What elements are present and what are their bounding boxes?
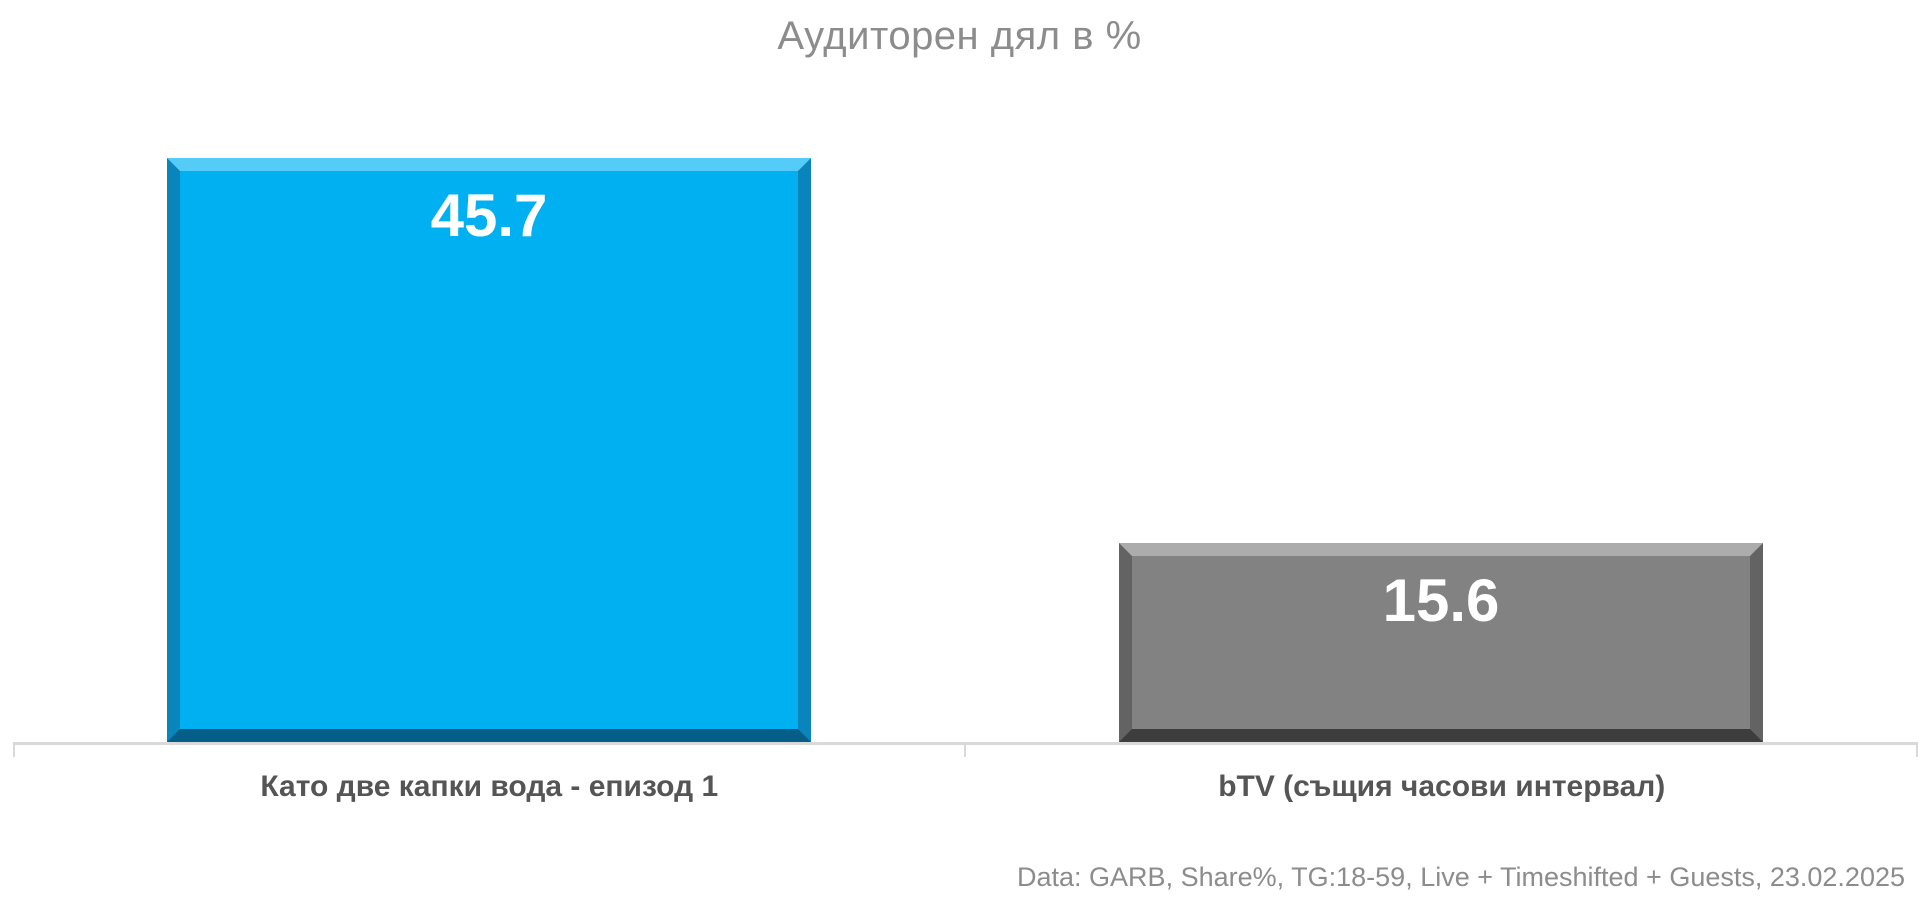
bar-value-label-2: 15.6 <box>1382 567 1500 634</box>
bar-series-2: 15.6 <box>1119 543 1763 742</box>
bar-value-label-1: 45.7 <box>430 182 548 249</box>
x-axis-tick-right <box>1916 745 1918 757</box>
chart-title: Аудиторен дял в % <box>777 14 1142 58</box>
plot-area: 45.7 15.6 <box>13 158 1918 757</box>
bar-series-1: 45.7 <box>167 158 811 742</box>
x-axis-line <box>13 742 1918 745</box>
data-source-footnote: Data: GARB, Share%, TG:18-59, Live + Tim… <box>1017 862 1905 892</box>
category-label-1: Като две капки вода - епизод 1 <box>260 770 719 803</box>
x-axis-tick-middle <box>964 745 966 757</box>
x-axis-tick-left <box>13 745 15 757</box>
category-label-2: bTV (същия часови интервал) <box>1218 770 1666 803</box>
category-axis: Като две капки вода - епизод 1 bTV (същи… <box>13 770 1918 804</box>
